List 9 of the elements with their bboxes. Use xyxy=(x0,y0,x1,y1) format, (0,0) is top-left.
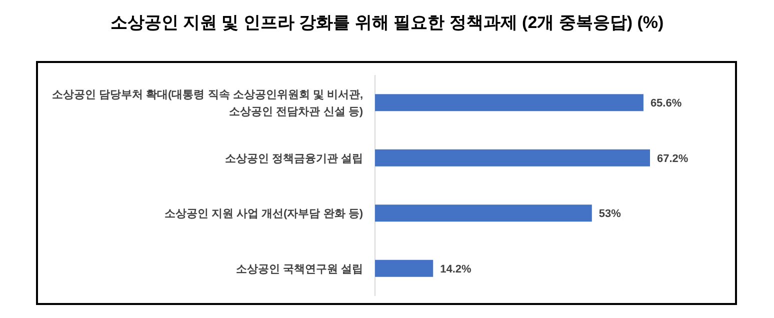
chart-title: 소상공인 지원 및 인프라 강화를 위해 필요한 정책과제 (2개 중복응답) (%) xyxy=(110,13,664,32)
data-label: 67.2% xyxy=(657,152,688,165)
y-tick-label: 소상공인 국책연구원 설립 xyxy=(236,263,363,276)
y-tick-label: 소상공인 정책금융기관 설립 xyxy=(224,152,363,165)
y-tick-label: 소상공인 담당부처 확대(대통령 직속 소상공인위원회 및 비서관, 소상공인 전담차관 신설 등) xyxy=(52,89,364,118)
y-tick-label: 소상공인 지원 사업 개선(자부담 완화 등) xyxy=(164,208,364,220)
data-label: 65.6% xyxy=(650,98,682,110)
data-label: 53% xyxy=(598,208,622,220)
data-label: 14.2% xyxy=(440,263,472,276)
